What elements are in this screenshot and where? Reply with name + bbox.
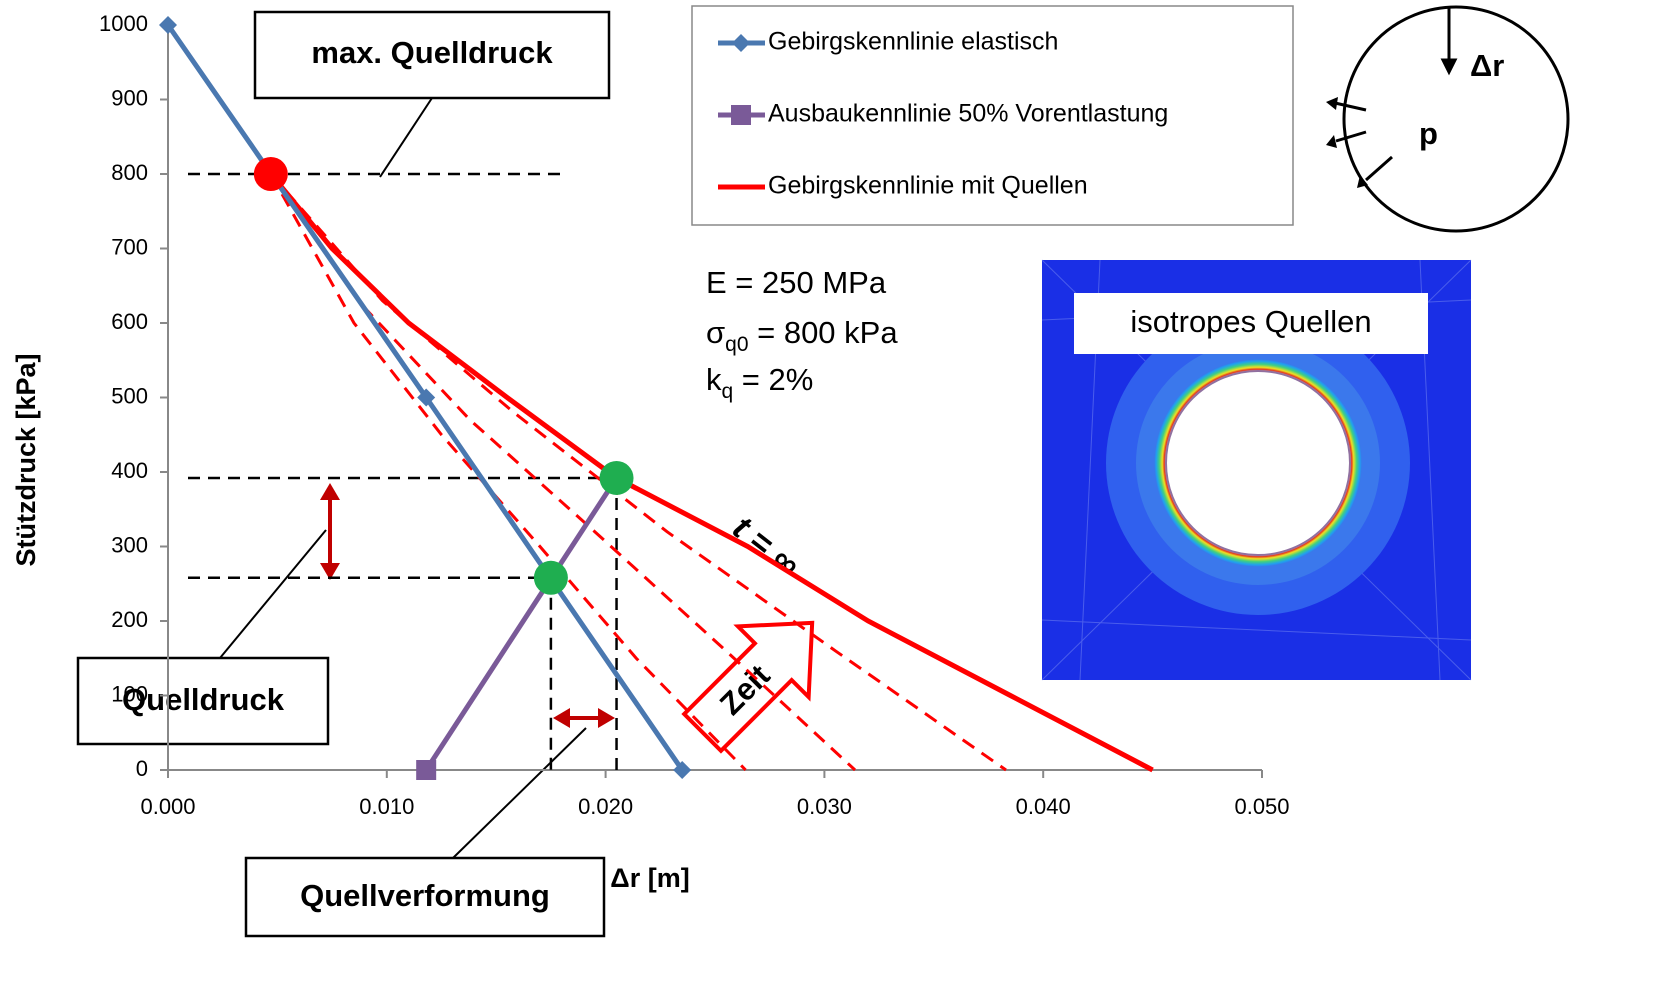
y-tick-label: 300: [111, 532, 148, 557]
y-tick-label: 700: [111, 234, 148, 259]
parameter: kq = 2%: [706, 362, 813, 402]
x-tick-label: 0.030: [797, 794, 852, 819]
y-tick-label: 100: [111, 681, 148, 706]
y-tick-label: 800: [111, 160, 148, 185]
dashed-curve: [271, 174, 746, 770]
series-line: [271, 174, 1153, 770]
y-tick-label: 600: [111, 309, 148, 334]
x-tick-label: 0.000: [140, 794, 195, 819]
y-tick-label: 900: [111, 85, 148, 110]
legend-label: Gebirgskennlinie mit Quellen: [768, 172, 1088, 200]
series-line: [426, 478, 616, 770]
y-tick-label: 1000: [99, 11, 148, 36]
y-tick-label: 0: [136, 756, 148, 781]
leader: [453, 728, 586, 858]
point: [534, 561, 568, 595]
x-tick-label: 0.050: [1234, 794, 1289, 819]
sketch: [1326, 7, 1568, 231]
annotation: Quellverformung: [300, 878, 550, 913]
inset-label: isotropes Quellen: [1130, 304, 1371, 339]
y-tick-label: 200: [111, 607, 148, 632]
dashed-curve: [271, 174, 1006, 770]
time-arrow: Zeit: [667, 587, 847, 767]
marker: [416, 760, 436, 780]
annotation: p: [1419, 116, 1438, 151]
y-tick-label: 400: [111, 458, 148, 483]
y-axis-title: Stützdruck [kPa]: [11, 353, 41, 566]
legend-label: Ausbaukennlinie 50% Vorentlastung: [768, 100, 1168, 128]
x-axis-title: Δr [m]: [610, 863, 689, 893]
x-tick-label: 0.040: [1016, 794, 1071, 819]
x-tick-label: 0.010: [359, 794, 414, 819]
parameter: E = 250 MPa: [706, 265, 887, 300]
annotation: max. Quelldruck: [311, 35, 553, 70]
chart: max. Quelldruck Quelldruck Zeit t = ∞ E …: [0, 0, 1657, 988]
y-tick-label: 500: [111, 383, 148, 408]
point: [254, 157, 288, 191]
point: [600, 461, 634, 495]
x-tick-label: 0.020: [578, 794, 633, 819]
annotation: Δr: [1470, 48, 1504, 83]
inset: isotropes Quellen: [1042, 260, 1471, 680]
leader: [220, 530, 326, 658]
legend-label: Gebirgskennlinie elastisch: [768, 28, 1058, 56]
leader: [380, 98, 432, 177]
marker: [731, 105, 751, 125]
parameter: σq0 = 800 kPa: [706, 315, 898, 355]
